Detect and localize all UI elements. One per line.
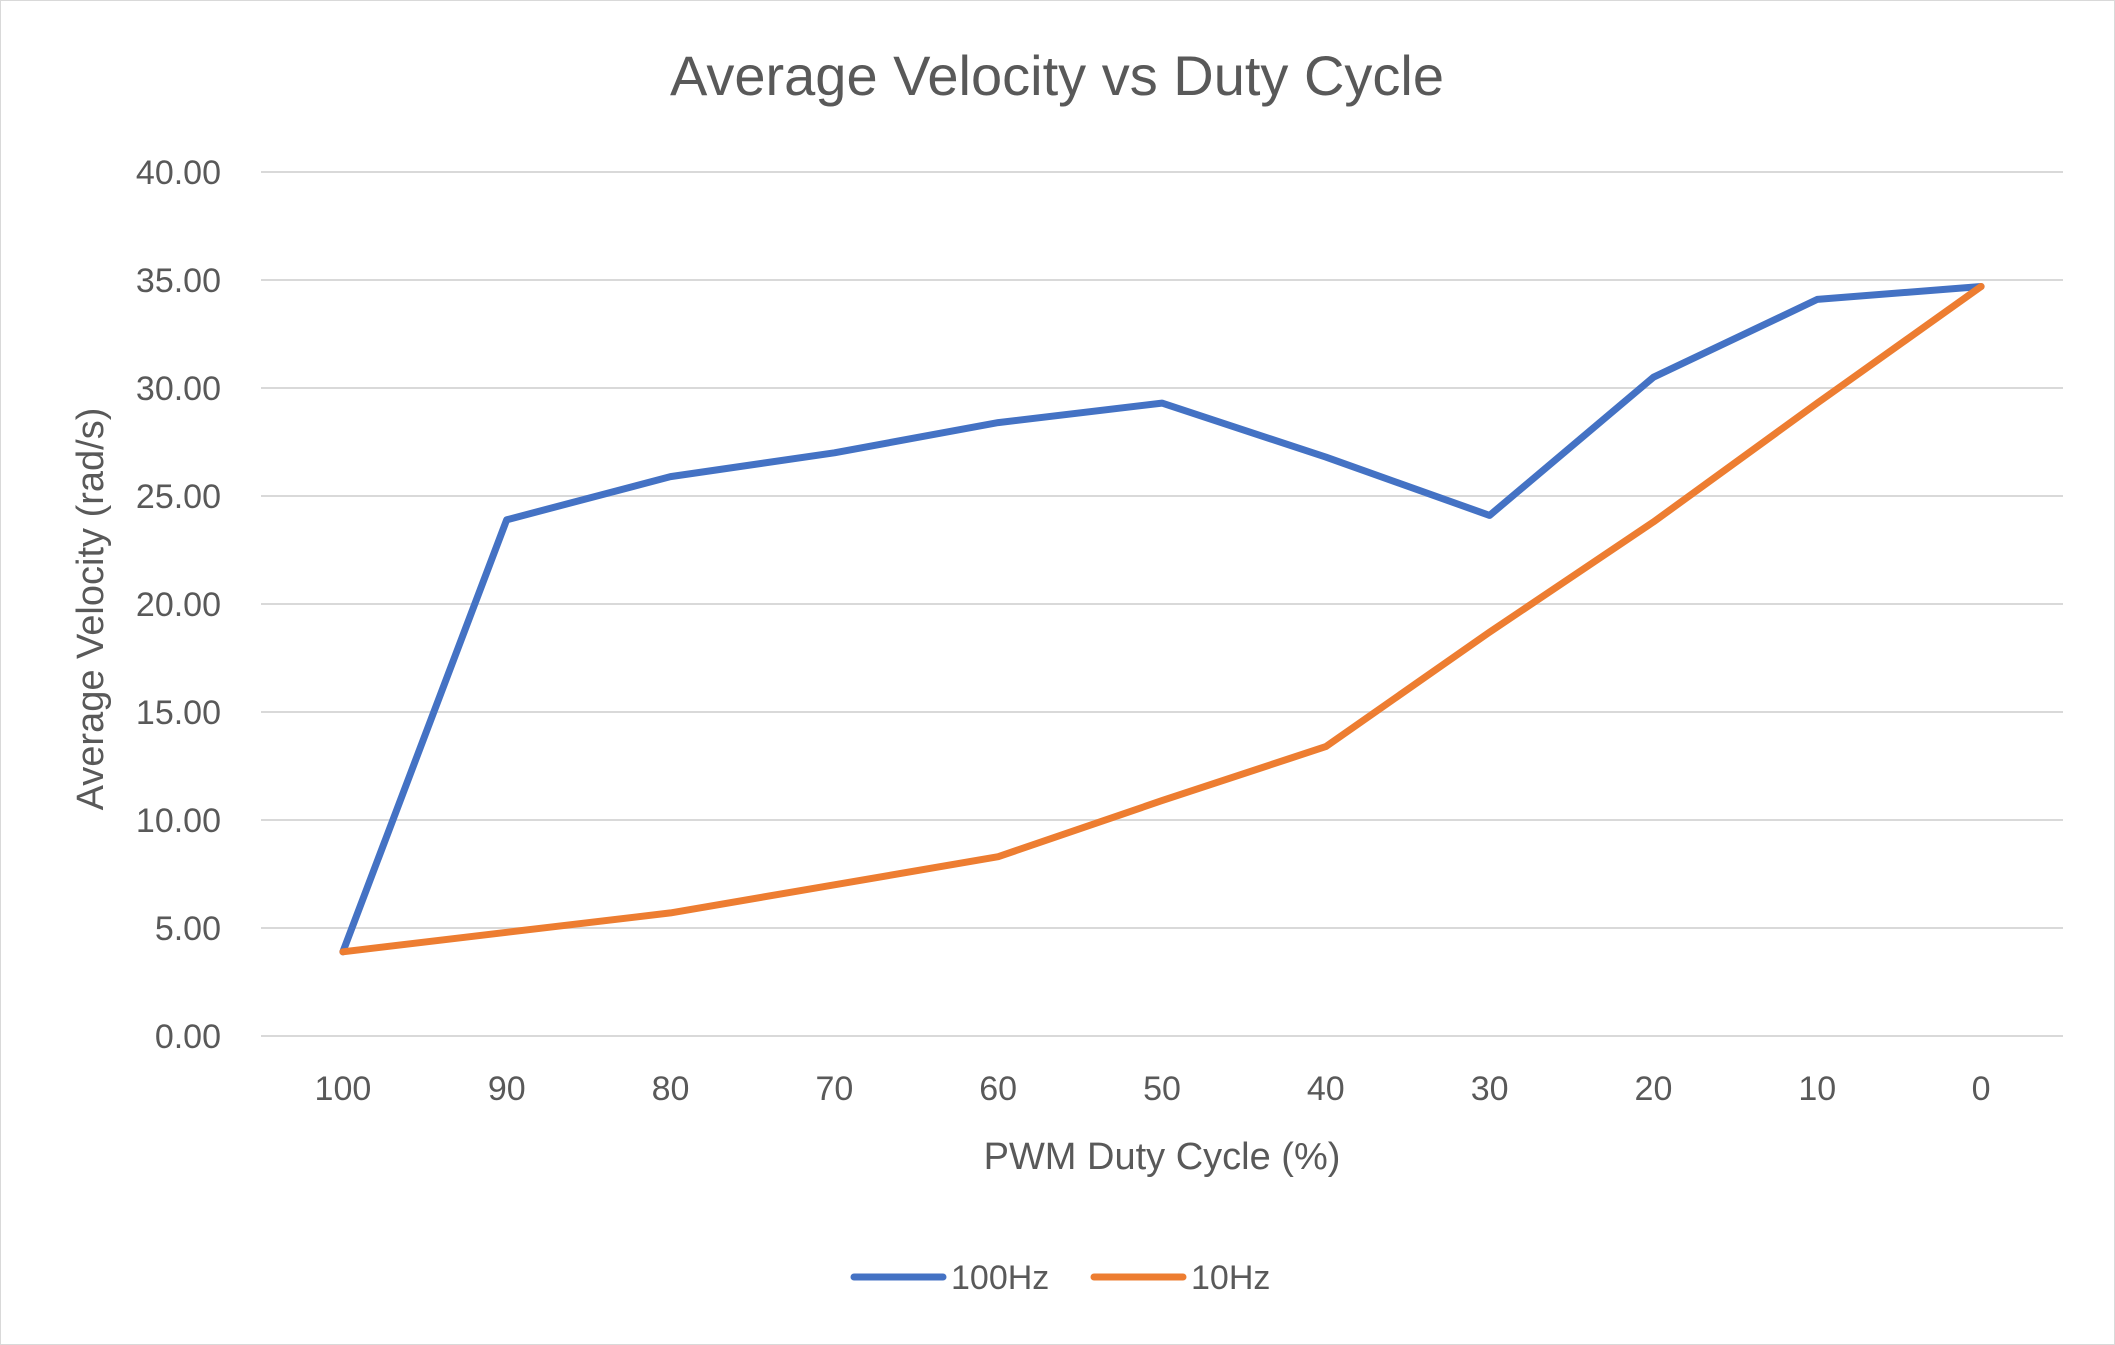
x-tick-label: 40: [1307, 1070, 1345, 1108]
y-tick-label: 30.00: [136, 370, 221, 408]
y-tick-label: 0.00: [155, 1018, 221, 1056]
x-tick-label: 80: [652, 1070, 690, 1108]
y-tick-label: 15.00: [136, 694, 221, 732]
x-tick-label: 60: [979, 1070, 1017, 1108]
series-lines: [339, 283, 1985, 956]
series-line-100hz: [339, 283, 1985, 956]
y-tick-label: 25.00: [136, 478, 221, 516]
y-tick-label: 35.00: [136, 262, 221, 300]
gridlines: [261, 171, 2063, 1037]
legend-label-100hz: 100Hz: [951, 1259, 1049, 1297]
x-tick-label: 50: [1143, 1070, 1181, 1108]
legend-label-10hz: 10Hz: [1191, 1259, 1270, 1297]
x-tick-label: 90: [488, 1070, 526, 1108]
x-axis-ticks: 100 90 80 70 60 50 40 30 20 10 0: [315, 1070, 1991, 1108]
series-line-10hz: [339, 283, 1985, 956]
x-tick-label: 10: [1798, 1070, 1836, 1108]
y-axis-title: Average Velocity (rad/s): [70, 408, 112, 811]
x-tick-label: 100: [315, 1070, 372, 1108]
y-tick-label: 40.00: [136, 154, 221, 192]
x-tick-label: 20: [1635, 1070, 1673, 1108]
y-axis-ticks: 0.00 5.00 10.00 15.00 20.00 25.00 30.00 35.00 40…: [136, 154, 221, 1056]
x-tick-label: 30: [1471, 1070, 1509, 1108]
chart-title: Average Velocity vs Duty Cycle: [670, 44, 1444, 107]
y-tick-label: 10.00: [136, 802, 221, 840]
x-tick-label: 70: [815, 1070, 853, 1108]
x-axis-title: PWM Duty Cycle (%): [984, 1136, 1341, 1178]
y-tick-label: 20.00: [136, 586, 221, 624]
legend: 100Hz 10Hz: [850, 1259, 1270, 1297]
x-tick-label: 0: [1972, 1070, 1991, 1108]
y-tick-label: 5.00: [155, 910, 221, 948]
